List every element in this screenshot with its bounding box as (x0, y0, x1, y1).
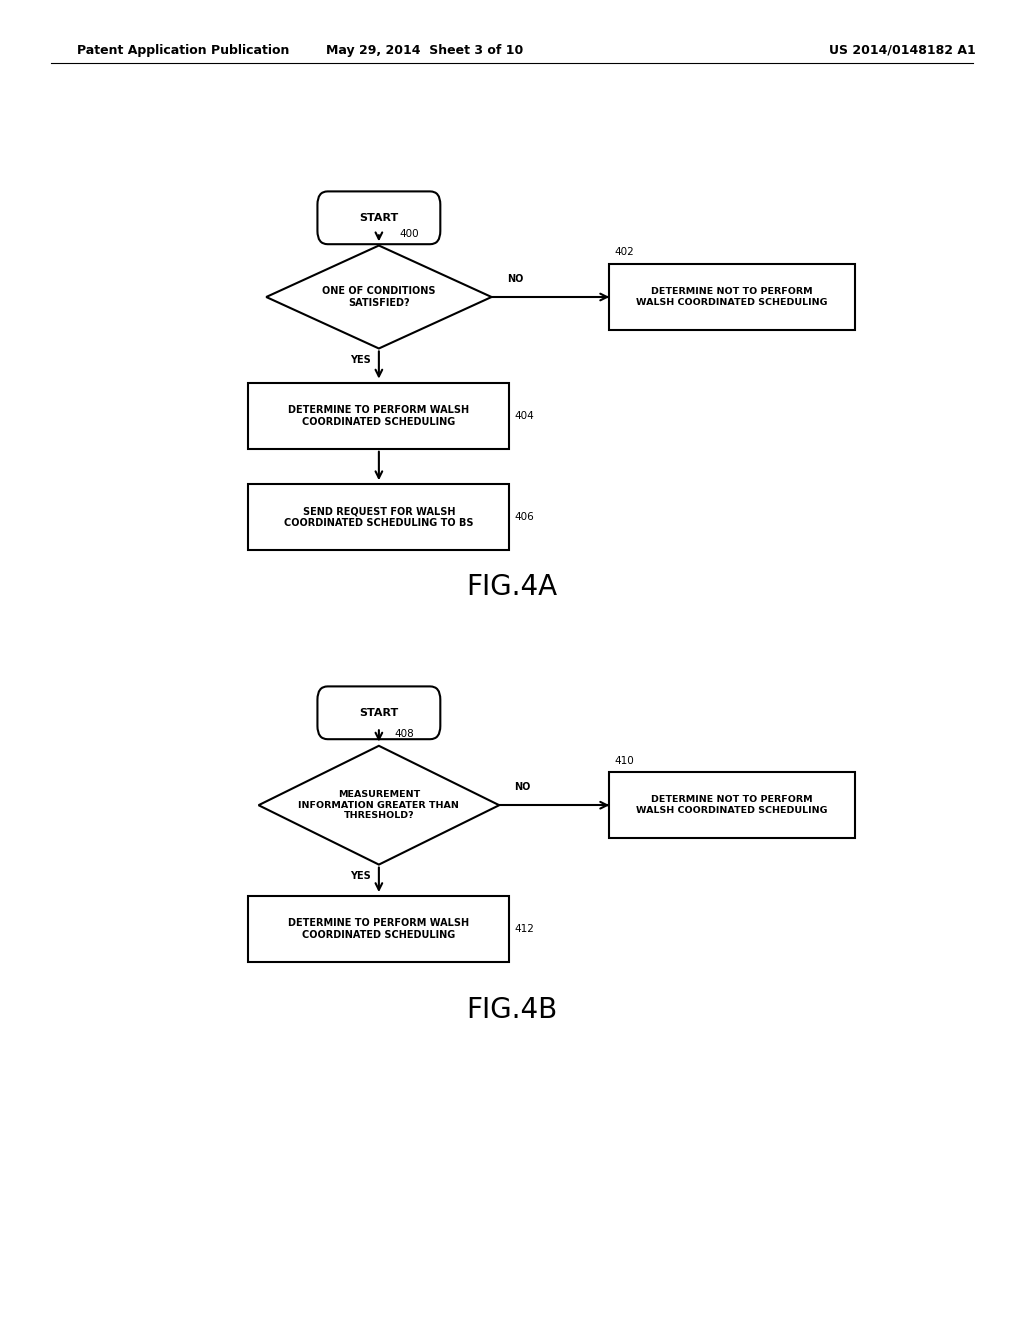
Polygon shape (266, 246, 492, 348)
Text: DETERMINE TO PERFORM WALSH
COORDINATED SCHEDULING: DETERMINE TO PERFORM WALSH COORDINATED S… (289, 405, 469, 426)
Text: FIG.4B: FIG.4B (466, 995, 558, 1024)
Text: 404: 404 (514, 411, 535, 421)
FancyBboxPatch shape (609, 772, 855, 838)
Text: DETERMINE NOT TO PERFORM
WALSH COORDINATED SCHEDULING: DETERMINE NOT TO PERFORM WALSH COORDINAT… (636, 288, 828, 306)
Text: DETERMINE TO PERFORM WALSH
COORDINATED SCHEDULING: DETERMINE TO PERFORM WALSH COORDINATED S… (289, 919, 469, 940)
FancyBboxPatch shape (248, 896, 510, 962)
Text: NO: NO (514, 781, 530, 792)
Text: 400: 400 (399, 228, 419, 239)
Polygon shape (258, 746, 500, 865)
Text: DETERMINE NOT TO PERFORM
WALSH COORDINATED SCHEDULING: DETERMINE NOT TO PERFORM WALSH COORDINAT… (636, 796, 828, 814)
Text: START: START (359, 708, 398, 718)
Text: US 2014/0148182 A1: US 2014/0148182 A1 (829, 44, 976, 57)
Text: MEASUREMENT
INFORMATION GREATER THAN
THRESHOLD?: MEASUREMENT INFORMATION GREATER THAN THR… (298, 791, 460, 820)
FancyBboxPatch shape (317, 191, 440, 244)
Text: 410: 410 (614, 755, 634, 766)
Text: 406: 406 (514, 512, 535, 523)
Text: YES: YES (350, 871, 371, 882)
Text: May 29, 2014  Sheet 3 of 10: May 29, 2014 Sheet 3 of 10 (327, 44, 523, 57)
FancyBboxPatch shape (248, 383, 510, 449)
Text: ONE OF CONDITIONS
SATISFIED?: ONE OF CONDITIONS SATISFIED? (323, 286, 435, 308)
FancyBboxPatch shape (609, 264, 855, 330)
Text: SEND REQUEST FOR WALSH
COORDINATED SCHEDULING TO BS: SEND REQUEST FOR WALSH COORDINATED SCHED… (284, 507, 474, 528)
FancyBboxPatch shape (248, 484, 510, 550)
Text: YES: YES (350, 355, 371, 366)
Text: 402: 402 (614, 247, 634, 257)
Text: START: START (359, 213, 398, 223)
FancyBboxPatch shape (317, 686, 440, 739)
Text: 412: 412 (514, 924, 535, 935)
Text: 408: 408 (394, 729, 414, 739)
Text: NO: NO (507, 273, 523, 284)
Text: Patent Application Publication: Patent Application Publication (77, 44, 289, 57)
Text: FIG.4A: FIG.4A (467, 573, 557, 602)
